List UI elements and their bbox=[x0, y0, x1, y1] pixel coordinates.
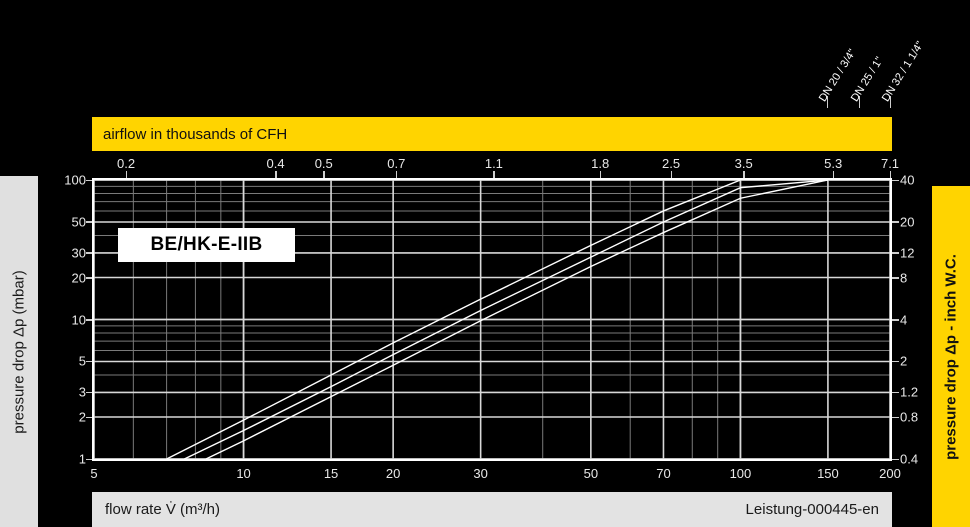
bottom-axis-label: flow rate V̇ (m³/h) bbox=[105, 501, 221, 518]
bottom-tick-label: 30 bbox=[473, 466, 488, 481]
left-axis-title-strip: pressure drop Δp (mbar) bbox=[0, 176, 38, 527]
top-tick-mark bbox=[832, 171, 835, 179]
top-tick-label: 1.1 bbox=[484, 156, 503, 171]
right-tick-mark bbox=[892, 319, 899, 321]
dn-annotation-tick bbox=[890, 96, 891, 108]
top-axis-banner-label: airflow in thousands of CFH bbox=[103, 125, 288, 143]
top-tick-mark bbox=[599, 171, 602, 179]
left-tick-mark bbox=[86, 319, 93, 321]
right-tick-mark bbox=[892, 391, 899, 394]
left-tick-label: 3 bbox=[78, 384, 86, 400]
top-tick-label: 0.2 bbox=[116, 156, 136, 171]
top-tick-mark bbox=[395, 171, 398, 179]
top-axis-banner: airflow in thousands of CFH bbox=[92, 117, 892, 151]
bottom-tick-label: 200 bbox=[879, 466, 901, 481]
top-tick-label: 0.5 bbox=[314, 156, 333, 171]
right-tick-mark bbox=[892, 252, 899, 254]
right-tick-label: 1.2 bbox=[900, 384, 919, 400]
bottom-tick-label: 70 bbox=[656, 466, 671, 481]
right-axis-title: pressure drop Δp - inch W.C. bbox=[942, 253, 960, 460]
left-tick-label: 30 bbox=[71, 245, 86, 261]
series-curve-1 bbox=[166, 180, 741, 459]
bottom-tick-label: 50 bbox=[583, 466, 599, 481]
right-tick-mark bbox=[892, 416, 899, 418]
bottom-tick-label: 100 bbox=[729, 466, 752, 481]
right-tick-label: 8 bbox=[900, 270, 908, 285]
series-curve-2 bbox=[184, 180, 828, 459]
left-tick-mark bbox=[86, 360, 93, 363]
right-tick-mark bbox=[892, 458, 899, 460]
left-axis-title: pressure drop Δp (mbar) bbox=[10, 269, 28, 434]
top-tick-label: 0.7 bbox=[387, 156, 406, 171]
bottom-tick-label: 15 bbox=[323, 466, 339, 481]
dn-annotation-tick bbox=[859, 96, 861, 108]
left-tick-label: 50 bbox=[71, 214, 86, 230]
right-tick-label: 40 bbox=[900, 172, 915, 188]
series-lines bbox=[166, 180, 829, 459]
right-tick-mark bbox=[892, 277, 899, 279]
right-tick-mark bbox=[892, 221, 899, 223]
dn-annotation-label: DN 32 / 1 1/4" bbox=[879, 39, 927, 104]
top-tick-label: 0.4 bbox=[266, 156, 285, 171]
bottom-tick-label: 150 bbox=[817, 466, 839, 481]
top-tick-mark bbox=[743, 171, 745, 179]
series-curve-3 bbox=[205, 180, 829, 459]
left-tick-mark bbox=[86, 277, 93, 279]
bottom-tick-label: 20 bbox=[385, 466, 401, 481]
series-name-label: BE/HK-E-IIB bbox=[150, 234, 263, 255]
left-tick-label: 5 bbox=[78, 353, 86, 369]
right-tick-label: 0.4 bbox=[900, 451, 919, 467]
top-tick-mark bbox=[670, 171, 673, 179]
right-tick-label: 20 bbox=[900, 214, 915, 230]
series-name-box: BE/HK-E-IIB bbox=[118, 228, 295, 262]
left-tick-label: 1 bbox=[78, 451, 86, 467]
right-tick-label: 2 bbox=[900, 353, 908, 369]
dn-annotation-tick bbox=[827, 96, 829, 108]
left-tick-mark bbox=[86, 252, 93, 254]
bottom-tick-label: 5 bbox=[90, 466, 98, 481]
top-tick-label: 3.5 bbox=[734, 156, 753, 171]
right-tick-mark bbox=[892, 360, 899, 363]
left-tick-mark bbox=[86, 221, 93, 223]
left-tick-mark bbox=[86, 458, 93, 460]
left-tick-label: 10 bbox=[71, 312, 86, 327]
top-tick-mark bbox=[275, 171, 277, 179]
left-tick-mark bbox=[86, 179, 93, 181]
right-tick-label: 0.8 bbox=[900, 409, 919, 425]
left-tick-mark bbox=[86, 391, 93, 394]
grid-lines bbox=[94, 180, 890, 459]
top-tick-label: 2.5 bbox=[661, 156, 681, 171]
left-tick-label: 20 bbox=[71, 270, 86, 285]
top-tick-mark bbox=[493, 171, 495, 179]
top-tick-label: 5.3 bbox=[824, 156, 843, 171]
top-tick-label: 1.8 bbox=[591, 156, 610, 171]
bottom-tick-label: 10 bbox=[236, 466, 251, 481]
right-axis-title-strip: pressure drop Δp - inch W.C. bbox=[932, 186, 970, 527]
plot-svg bbox=[94, 180, 890, 459]
document-code-label: Leistung-000445-en bbox=[745, 501, 879, 518]
bottom-axis-banner: flow rate V̇ (m³/h) Leistung-000445-en bbox=[92, 492, 892, 527]
left-tick-mark bbox=[86, 416, 93, 418]
left-tick-label: 2 bbox=[78, 409, 86, 425]
right-tick-label: 4 bbox=[900, 312, 908, 327]
top-tick-mark bbox=[889, 171, 891, 179]
right-tick-label: 12 bbox=[900, 245, 915, 261]
plot-area bbox=[92, 178, 892, 461]
top-tick-mark bbox=[125, 171, 128, 179]
right-tick-mark bbox=[892, 179, 899, 181]
left-tick-label: 100 bbox=[64, 172, 86, 188]
top-tick-label: 7.1 bbox=[880, 156, 900, 171]
top-tick-mark bbox=[323, 171, 325, 179]
